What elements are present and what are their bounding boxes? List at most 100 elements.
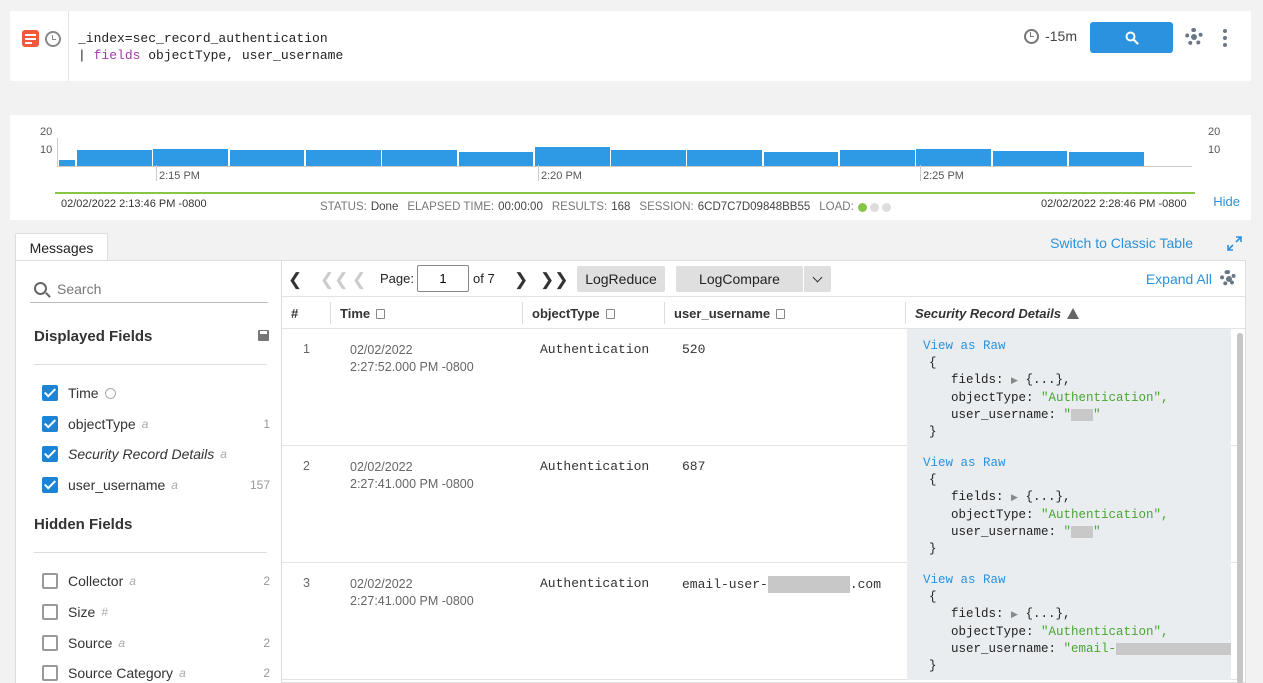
page-number-input[interactable] [417,265,469,292]
displayed-field-time[interactable]: Time [42,383,270,403]
col-header-time[interactable]: Time [340,306,386,321]
next-page-icon[interactable]: ❯ [514,270,529,289]
expand-all-link[interactable]: Expand All [1145,271,1212,287]
json-username: user_username: " " [923,407,1231,424]
col-label: objectType [532,306,600,321]
histogram-bar[interactable] [77,150,152,166]
histogram-bar[interactable] [687,150,763,166]
histogram-bars[interactable] [57,138,1192,167]
histogram-bar[interactable] [153,149,229,166]
fullscreen-icon[interactable] [1227,236,1242,251]
expand-triangle-icon[interactable]: ▶ [1011,376,1018,386]
field-search-input[interactable] [57,280,257,297]
checkbox[interactable] [42,573,58,589]
histogram-bar[interactable] [992,151,1068,166]
field-type: a [171,478,178,492]
col-header-num[interactable]: # [291,306,299,321]
tab-messages[interactable]: Messages [15,233,108,261]
view-as-raw-link[interactable]: View as Raw [923,339,1006,353]
checkbox[interactable] [42,477,58,493]
search-button[interactable] [1090,22,1173,53]
query-editor[interactable]: _index=sec_record_authentication | field… [78,30,343,64]
hidden-field-collector[interactable]: Collector a 2 [42,571,270,591]
column-separator[interactable] [664,302,665,324]
displayed-field-user-username[interactable]: user_username a 157 [42,475,270,495]
histogram-bar[interactable] [916,149,992,166]
checkbox[interactable] [42,635,58,651]
histogram-bar[interactable] [534,147,610,166]
json-fields: fields: ▶ {...}, [923,372,1231,390]
checkbox[interactable] [42,604,58,620]
elapsed-label: ELAPSED TIME: [407,201,495,213]
hidden-field-source-category[interactable]: Source Category a 2 [42,663,270,683]
checkbox[interactable] [42,385,58,401]
column-separator[interactable] [905,302,906,324]
histogram-bar[interactable] [305,150,381,166]
session-value: 6CD7C7D09848BB55 [697,201,811,213]
col-label: Security Record Details [915,306,1061,321]
copy-icon[interactable] [605,308,615,319]
col-header-username[interactable]: user_username [674,306,786,321]
expand-triangle-icon[interactable]: ▶ [1011,610,1018,620]
row-details: View as Raw { fields: ▶ {...}, objectTyp… [907,329,1231,446]
checkbox[interactable] [42,446,58,462]
hidden-field-size[interactable]: Size # [42,602,270,622]
first-page-icon[interactable]: ❮❮ [320,270,349,289]
histogram-bar[interactable] [611,150,686,166]
view-as-raw-link[interactable]: View as Raw [923,456,1006,470]
histogram-bar[interactable] [1068,152,1144,166]
column-separator[interactable] [330,302,331,324]
results-field: RESULTS: 168 [552,201,631,213]
table-row[interactable]: 1 02/02/2022 2:27:52.000 PM -0800 Authent… [282,329,1239,446]
json-brace: } [929,542,937,556]
copy-icon[interactable] [376,308,386,319]
hide-histogram-link[interactable]: Hide [1213,194,1240,209]
json-value: "Authentication", [1041,508,1169,522]
json-value[interactable]: {...}, [1025,490,1071,504]
query-divider [68,11,69,81]
histogram-bar[interactable] [382,150,457,166]
histogram-bar[interactable] [763,152,839,166]
table-row[interactable]: 3 02/02/2022 2:27:41.000 PM -0800 Authent… [282,563,1239,680]
table-scrollbar[interactable] [1237,333,1243,683]
switch-classic-table-link[interactable]: Switch to Classic Table [1050,235,1193,251]
logcompare-button[interactable]: LogCompare [676,266,803,292]
json-value[interactable]: {...}, [1025,373,1071,387]
json-value[interactable]: {...}, [1025,607,1071,621]
hidden-field-source[interactable]: Source a 2 [42,633,270,653]
histogram-bar[interactable] [229,150,305,166]
elapsed-field: ELAPSED TIME: 00:00:00 [407,201,542,213]
histogram-bar[interactable] [458,152,534,166]
view-as-raw-link[interactable]: View as Raw [923,573,1006,587]
histogram-bar[interactable] [840,150,915,166]
history-icon[interactable] [45,30,61,47]
row-objecttype: Authentication [540,342,650,357]
expand-triangle-icon[interactable]: ▶ [1011,493,1018,503]
scrollbar-thumb[interactable] [1237,333,1243,683]
kebab-icon[interactable] [1223,29,1227,47]
column-separator[interactable] [522,302,523,324]
col-header-details[interactable]: Security Record Details [915,306,1079,321]
clock-icon [1024,28,1040,44]
prev-page-icon[interactable]: ❮ [352,270,367,289]
collapse-sidebar-icon[interactable]: ❮ [288,270,303,289]
logcompare-dropdown[interactable] [803,266,831,292]
checkbox[interactable] [42,665,58,681]
copy-icon[interactable] [776,308,786,319]
save-icon[interactable] [258,330,269,341]
gear-icon[interactable] [1185,28,1203,46]
last-page-icon[interactable]: ❯❯ [540,270,569,289]
displayed-field-security-record-details[interactable]: Security Record Details a [42,444,270,464]
displayed-field-objecttype[interactable]: objectType a 1 [42,414,270,434]
histogram-bar[interactable] [59,160,75,166]
document-icon[interactable] [22,30,39,47]
logreduce-button[interactable]: LogReduce [577,266,665,292]
col-header-objecttype[interactable]: objectType [532,306,615,321]
field-search[interactable] [30,275,268,303]
row-number: 1 [303,342,310,356]
load-indicator [857,202,891,212]
table-row[interactable]: 2 02/02/2022 2:27:41.000 PM -0800 Authent… [282,446,1239,563]
time-range-picker[interactable]: -15m [1024,28,1077,44]
checkbox[interactable] [42,416,58,432]
table-settings-gear-icon[interactable] [1220,270,1236,286]
